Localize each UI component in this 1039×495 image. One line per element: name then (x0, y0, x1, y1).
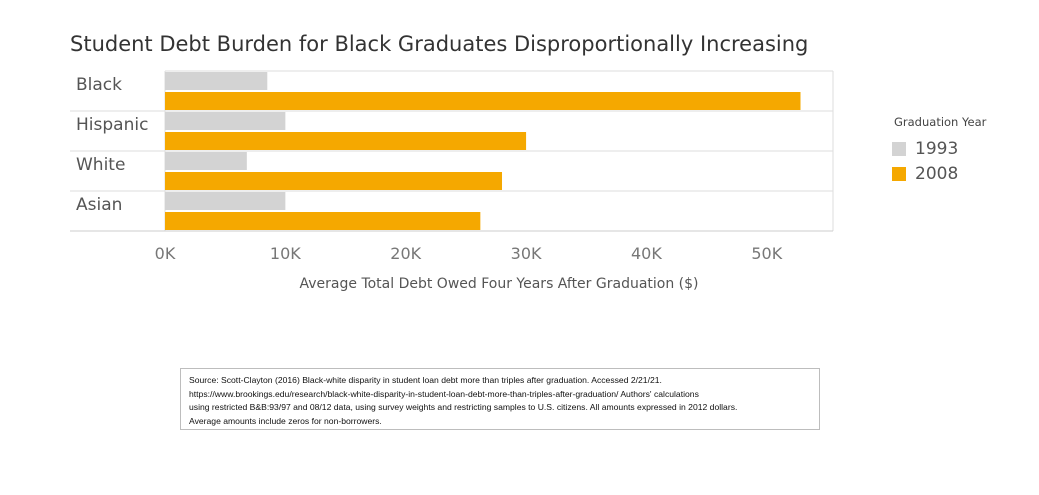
bar-2008-hispanic[interactable] (165, 132, 527, 150)
category-label: Asian (76, 195, 122, 215)
x-axis-title: Average Total Debt Owed Four Years After… (300, 276, 699, 292)
source-line[interactable]: https://www.brookings.edu/research/black… (189, 388, 699, 399)
bar-2008-black[interactable] (165, 92, 801, 110)
bar-1993-hispanic[interactable] (165, 112, 286, 130)
bar-1993-asian[interactable] (165, 192, 286, 210)
source-line: Source: Scott-Clayton (2016) Black-white… (189, 375, 662, 385)
bar-2008-white[interactable] (165, 172, 503, 190)
source-line: using restricted B&B:93/97 and 08/12 dat… (189, 402, 738, 412)
category-label: Black (76, 75, 122, 95)
legend-title: Graduation Year (894, 115, 987, 129)
legend-swatch-1993 (892, 142, 906, 156)
x-tick-label: 0K (155, 244, 176, 263)
source-line: Average amounts include zeros for non-bo… (189, 415, 382, 426)
x-tick-label: 10K (270, 244, 301, 263)
bar-1993-white[interactable] (165, 152, 247, 170)
x-tick-label: 40K (631, 244, 662, 263)
chart-title: Student Debt Burden for Black Graduates … (70, 32, 809, 56)
legend-swatch-2008 (892, 167, 906, 181)
legend-item-2008[interactable]: 2008 (892, 164, 958, 184)
x-tick-label: 20K (390, 244, 421, 263)
bar-2008-asian[interactable] (165, 212, 481, 230)
x-tick-label: 50K (751, 244, 782, 263)
legend-label-2008: 2008 (915, 164, 959, 184)
category-label: White (76, 155, 125, 175)
source-note: Source: Scott-Clayton (2016) Black-white… (180, 368, 820, 430)
bar-1993-black[interactable] (165, 72, 268, 90)
x-tick-label: 30K (511, 244, 542, 263)
legend-label-1993: 1993 (915, 139, 959, 159)
legend-item-1993[interactable]: 1993 (892, 139, 958, 159)
category-label: Hispanic (76, 115, 148, 135)
